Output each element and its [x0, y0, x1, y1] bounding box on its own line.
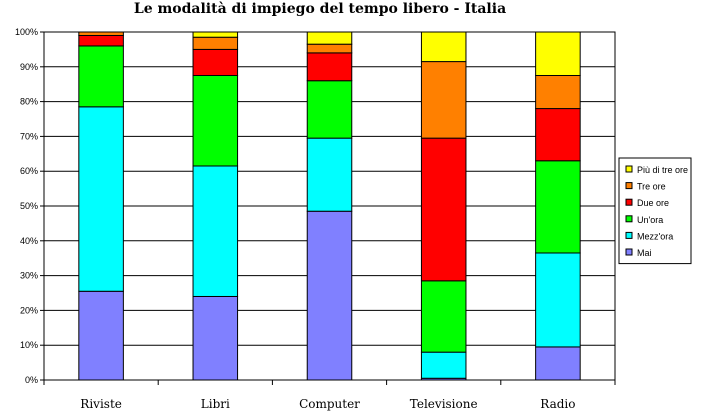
- legend-swatch: [625, 165, 633, 173]
- y-tick-label: 0%: [25, 375, 38, 385]
- y-tick-label: 60%: [20, 166, 38, 176]
- y-tick-label: 40%: [20, 236, 38, 246]
- legend-swatch: [625, 215, 633, 223]
- bar-segment: [420, 31, 467, 63]
- x-tick-label: Radio: [540, 397, 575, 411]
- bar-segment: [306, 80, 353, 139]
- bar-segment: [420, 280, 467, 353]
- bar-segment: [306, 43, 353, 54]
- bar-segment: [78, 34, 124, 47]
- bar-segment: [306, 31, 353, 45]
- bar-segment: [535, 160, 581, 254]
- legend-label: Più di tre ore: [637, 165, 688, 175]
- bar-segment: [192, 36, 239, 50]
- bar-segment: [78, 290, 124, 381]
- bar-segment: [192, 75, 239, 167]
- bar-segment: [78, 45, 124, 108]
- legend-label: Un'ora: [637, 215, 663, 225]
- y-tick-label: 50%: [20, 201, 38, 211]
- bar-segment: [420, 137, 467, 282]
- bar-segment: [192, 31, 239, 38]
- legend-label: Due ore: [637, 198, 669, 208]
- plot-frame: [43, 31, 616, 381]
- legend-label: Tre ore: [637, 182, 666, 192]
- y-tick-label: 100%: [15, 27, 38, 37]
- x-tick-label: Libri: [201, 397, 230, 411]
- y-tick-label: 10%: [20, 340, 38, 350]
- legend-box: [618, 157, 692, 265]
- bar-segment: [535, 108, 581, 162]
- legend: Più di tre ore Tre ore Due ore Un'ora Mezz'o…: [618, 157, 692, 265]
- y-tick-label: 30%: [20, 271, 38, 281]
- y-tick-labels: 0% 10% 20% 30% 40% 50% 60% 70% 80% 90% 100%: [15, 27, 38, 385]
- bar-segment: [420, 61, 467, 139]
- axes: [40, 31, 616, 385]
- legend-label: Mezz'ora: [637, 231, 673, 241]
- legend-label: Mai: [637, 248, 652, 258]
- bar-segment: [306, 137, 353, 212]
- chart-title: Le modalità di impiego del tempo libero …: [134, 1, 506, 17]
- legend-swatch: [625, 198, 633, 206]
- y-tick-label: 90%: [20, 62, 38, 72]
- x-tick-label: Riviste: [80, 397, 122, 411]
- bar-segment: [535, 31, 581, 76]
- legend-swatch: [625, 231, 633, 239]
- bar-segment: [306, 210, 353, 381]
- bar-segment: [78, 31, 124, 36]
- bar-segment: [420, 351, 467, 379]
- legend-swatch: [625, 182, 633, 190]
- y-tick-label: 20%: [20, 305, 38, 315]
- bar-segment: [192, 295, 239, 381]
- bar-segment: [78, 106, 124, 292]
- legend-swatch: [625, 248, 633, 256]
- y-tick-label: 80%: [20, 97, 38, 107]
- bar-segment: [535, 75, 581, 110]
- x-tick-labels: Riviste Libri Computer Televisione Radio: [80, 397, 575, 411]
- bar-segment: [192, 48, 239, 77]
- bar-segment: [535, 346, 581, 381]
- bars: [78, 31, 581, 381]
- bar-segment: [535, 252, 581, 348]
- y-tick-label: 70%: [20, 131, 38, 141]
- bar-segment: [192, 165, 239, 297]
- x-tick-label: Televisione: [410, 397, 478, 411]
- bar-segment: [306, 52, 353, 82]
- x-tick-label: Computer: [299, 397, 360, 411]
